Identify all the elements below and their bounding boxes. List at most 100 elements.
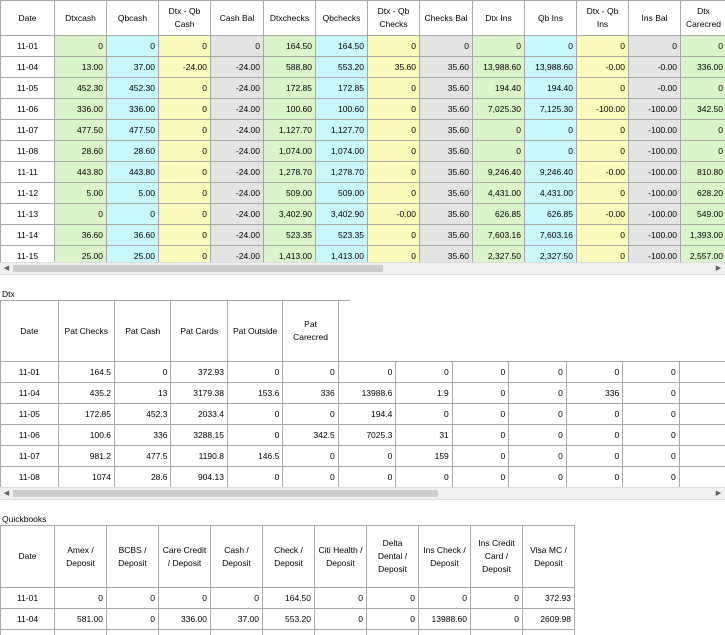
dtx-value-cell[interactable]: 372.93 (170, 361, 228, 383)
comparison-value-cell[interactable]: 0 (367, 77, 420, 99)
comparison-value-cell[interactable]: 35.60 (419, 224, 473, 246)
comparison-value-cell[interactable]: 7,025.30 (472, 98, 525, 120)
quickbooks-value-cell[interactable]: 0 (106, 608, 159, 630)
quickbooks-date-cell[interactable]: 11-05 (0, 629, 55, 635)
comparison-value-cell[interactable]: 0 (367, 245, 420, 262)
comparison-value-cell[interactable]: 37.00 (106, 56, 159, 78)
comparison-value-cell[interactable]: -100.00 (628, 140, 681, 162)
comparison-value-cell[interactable]: 9,246.40 (524, 161, 577, 183)
dtx-value-cell[interactable]: 0 (678, 382, 725, 404)
comparison-value-cell[interactable]: 36.60 (54, 224, 107, 246)
comparison-date-cell[interactable]: 11-04 (0, 56, 55, 78)
dtx-value-cell[interactable]: 0 (622, 403, 680, 425)
comparison-value-cell[interactable]: 28.60 (54, 140, 107, 162)
comparison-value-cell[interactable]: -0.00 (628, 56, 681, 78)
comparison-value-cell[interactable]: 1,413.00 (315, 245, 368, 262)
quickbooks-value-cell[interactable]: 37.00 (210, 608, 263, 630)
comparison-value-cell[interactable]: 336.00 (54, 98, 107, 120)
comparison-value-cell[interactable]: -24.00 (210, 224, 264, 246)
dtx-value-cell[interactable]: 0 (565, 445, 624, 467)
quickbooks-date-cell[interactable]: 11-01 (0, 587, 55, 609)
comparison-value-cell[interactable]: 25.00 (54, 245, 107, 262)
comparison-value-cell[interactable]: 0 (367, 98, 420, 120)
comparison-value-cell[interactable]: 0 (576, 119, 629, 141)
quickbooks-value-cell[interactable]: 0 (470, 608, 523, 630)
comparison-value-cell[interactable]: 509.00 (263, 182, 316, 204)
comparison-value-cell[interactable]: 0 (367, 35, 420, 57)
comparison-value-cell[interactable]: 1,074.00 (315, 140, 368, 162)
comparison-value-cell[interactable]: 194.40 (524, 77, 577, 99)
comparison-value-cell[interactable]: -0.00 (576, 56, 629, 78)
quickbooks-value-cell[interactable]: 0 (314, 587, 367, 609)
comparison-value-cell[interactable]: 35.60 (419, 140, 473, 162)
comparison-value-cell[interactable]: 523.35 (263, 224, 316, 246)
comparison-value-cell[interactable]: -24.00 (210, 182, 264, 204)
comparison-value-cell[interactable]: 7,603.16 (472, 224, 525, 246)
quickbooks-column-header[interactable]: Cash / Deposit (210, 525, 263, 588)
comparison-value-cell[interactable]: 628.20 (680, 182, 725, 204)
comparison-value-cell[interactable]: -100.00 (628, 203, 681, 225)
dtx-value-cell[interactable]: 0 (678, 361, 725, 383)
quickbooks-column-header[interactable]: Visa MC / Deposit (522, 525, 575, 588)
comparison-grid[interactable]: Date Dtxcash Qbcash Dtx - Qb Cash Cash Bal Dt… (0, 0, 725, 262)
comparison-value-cell[interactable]: 1,278.70 (315, 161, 368, 183)
dtx-value-cell[interactable]: 0 (565, 424, 624, 446)
dtx-value-cell[interactable]: 435.2 (57, 382, 116, 404)
comparison-value-cell[interactable]: 0 (106, 203, 159, 225)
comparison-value-cell[interactable]: 0 (158, 161, 211, 183)
quickbooks-value-cell[interactable]: 0 (158, 587, 211, 609)
comparison-value-cell[interactable]: 35.60 (419, 98, 473, 120)
comparison-value-cell[interactable]: 4,431.00 (472, 182, 525, 204)
scrollbar-thumb[interactable] (13, 490, 438, 497)
dtx-column-header[interactable]: Pat Checks (57, 300, 116, 362)
quickbooks-column-header[interactable]: Amex / Deposit (54, 525, 107, 588)
comparison-date-cell[interactable]: 11-14 (0, 224, 55, 246)
comparison-value-cell[interactable]: -0.00 (367, 203, 420, 225)
comparison-value-cell[interactable]: 0 (472, 35, 525, 57)
comparison-date-cell[interactable]: 11-05 (0, 77, 55, 99)
quickbooks-value-cell[interactable]: 0 (366, 587, 419, 609)
dtx-date-cell[interactable]: 11-05 (0, 403, 59, 425)
comparison-value-cell[interactable]: 0 (158, 77, 211, 99)
comparison-value-cell[interactable]: -100.00 (576, 98, 629, 120)
comparison-column-header[interactable]: Qbchecks (315, 0, 368, 36)
dtx-value-cell[interactable]: 159 (395, 445, 453, 467)
comparison-value-cell[interactable]: 2,557.00 (680, 245, 725, 262)
comparison-value-cell[interactable]: 2,327.50 (524, 245, 577, 262)
dtx-value-cell[interactable]: 2033.4 (170, 403, 228, 425)
comparison-column-header[interactable]: Dtxcash (54, 0, 107, 36)
comparison-value-cell[interactable]: 549.00 (680, 203, 725, 225)
comparison-value-cell[interactable]: 35.60 (419, 203, 473, 225)
dtx-value-cell[interactable]: 0 (508, 445, 567, 467)
comparison-value-cell[interactable]: 452.30 (106, 77, 159, 99)
comparison-value-cell[interactable]: 0 (158, 245, 211, 262)
comparison-column-header[interactable]: Dtx - Qb Checks (367, 0, 420, 36)
comparison-value-cell[interactable]: 553.20 (315, 56, 368, 78)
scrollbar-thumb[interactable] (13, 265, 383, 272)
comparison-value-cell[interactable]: 0 (367, 224, 420, 246)
comparison-value-cell[interactable]: -24.00 (210, 203, 264, 225)
dtx-value-cell[interactable]: 0 (622, 466, 680, 487)
dtx-date-cell[interactable]: 11-04 (0, 382, 59, 404)
quickbooks-column-header[interactable]: Care Credit / Deposit (158, 525, 211, 588)
comparison-value-cell[interactable]: 0 (158, 140, 211, 162)
comparison-value-cell[interactable]: 336.00 (680, 56, 725, 78)
comparison-date-cell[interactable]: 11-06 (0, 98, 55, 120)
dtx-value-cell[interactable]: 13988.6 (337, 382, 397, 404)
dtx-value-cell[interactable]: 0 (395, 466, 453, 487)
quickbooks-date-cell[interactable]: 11-04 (0, 608, 55, 630)
dtx-value-cell[interactable]: 0 (451, 403, 510, 425)
dtx-value-cell[interactable]: 0 (282, 445, 339, 467)
quickbooks-column-header[interactable]: Citi Health / Deposit (314, 525, 367, 588)
comparison-value-cell[interactable]: -100.00 (628, 98, 681, 120)
quickbooks-value-cell[interactable]: 0 (106, 629, 159, 635)
scroll-right-arrow-icon[interactable]: ▶ (715, 265, 722, 272)
quickbooks-value-cell[interactable]: 0 (366, 608, 419, 630)
dtx-value-cell[interactable]: 0 (395, 403, 453, 425)
comparison-column-header[interactable]: Qbcash (106, 0, 159, 36)
dtx-value-cell[interactable]: 0 (226, 466, 284, 487)
comparison-value-cell[interactable]: 0 (419, 35, 473, 57)
dtx-value-cell[interactable]: 0 (565, 403, 624, 425)
